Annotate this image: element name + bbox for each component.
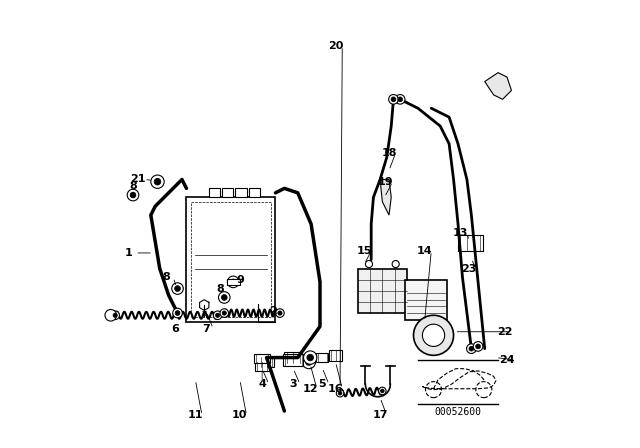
Bar bbox=[191, 202, 271, 318]
Circle shape bbox=[422, 324, 445, 346]
Circle shape bbox=[173, 308, 182, 318]
Circle shape bbox=[220, 309, 228, 317]
Bar bbox=[186, 197, 275, 322]
Circle shape bbox=[227, 276, 239, 288]
Text: 17: 17 bbox=[372, 410, 388, 420]
Circle shape bbox=[476, 344, 481, 349]
Circle shape bbox=[105, 310, 116, 321]
Text: 3: 3 bbox=[289, 379, 297, 389]
Bar bbox=[259, 357, 275, 367]
Polygon shape bbox=[380, 180, 391, 215]
Circle shape bbox=[388, 95, 398, 104]
Bar bbox=[329, 350, 342, 361]
Circle shape bbox=[302, 355, 316, 369]
Circle shape bbox=[303, 351, 317, 364]
Circle shape bbox=[336, 389, 344, 397]
Text: 14: 14 bbox=[417, 246, 433, 256]
Circle shape bbox=[221, 295, 227, 300]
Circle shape bbox=[397, 97, 403, 102]
Circle shape bbox=[127, 189, 139, 201]
Text: 10: 10 bbox=[232, 410, 248, 420]
Circle shape bbox=[230, 279, 236, 285]
Bar bbox=[284, 353, 303, 366]
Circle shape bbox=[111, 311, 120, 319]
Text: 16: 16 bbox=[328, 384, 344, 394]
Circle shape bbox=[175, 286, 180, 292]
Bar bbox=[358, 268, 407, 313]
Bar bbox=[255, 362, 269, 371]
Text: 21: 21 bbox=[130, 174, 145, 185]
Circle shape bbox=[379, 387, 386, 395]
Circle shape bbox=[151, 175, 164, 188]
Text: 12: 12 bbox=[303, 384, 318, 394]
Bar bbox=[458, 235, 483, 251]
Text: 5: 5 bbox=[319, 379, 326, 389]
Bar bbox=[209, 188, 220, 197]
Circle shape bbox=[467, 344, 476, 353]
Circle shape bbox=[222, 311, 227, 315]
Text: 23: 23 bbox=[461, 263, 477, 274]
Bar bbox=[284, 352, 302, 363]
Circle shape bbox=[396, 95, 405, 104]
Circle shape bbox=[338, 391, 342, 395]
Text: 18: 18 bbox=[381, 148, 397, 158]
Circle shape bbox=[154, 178, 161, 185]
Circle shape bbox=[413, 315, 454, 355]
Text: 6: 6 bbox=[172, 323, 179, 334]
Bar bbox=[316, 353, 328, 362]
Text: 13: 13 bbox=[452, 228, 468, 238]
Polygon shape bbox=[484, 73, 511, 99]
Circle shape bbox=[216, 313, 220, 317]
Circle shape bbox=[392, 260, 399, 267]
Text: 22: 22 bbox=[497, 327, 513, 337]
Circle shape bbox=[276, 309, 284, 317]
Circle shape bbox=[380, 389, 384, 393]
Circle shape bbox=[391, 97, 396, 102]
Circle shape bbox=[113, 313, 117, 317]
Circle shape bbox=[172, 283, 183, 294]
Text: 00052600: 00052600 bbox=[435, 407, 481, 418]
Circle shape bbox=[307, 354, 314, 361]
Circle shape bbox=[305, 359, 312, 366]
Bar bbox=[236, 188, 246, 197]
Text: 20: 20 bbox=[328, 41, 343, 51]
Text: 11: 11 bbox=[188, 410, 203, 420]
Text: 8: 8 bbox=[129, 181, 137, 191]
Bar bbox=[222, 188, 233, 197]
Text: 15: 15 bbox=[357, 246, 372, 256]
Circle shape bbox=[218, 292, 230, 303]
Circle shape bbox=[175, 310, 180, 315]
Circle shape bbox=[365, 260, 372, 267]
Text: 1: 1 bbox=[125, 248, 132, 258]
Bar bbox=[254, 353, 270, 363]
Circle shape bbox=[469, 346, 474, 351]
Text: 9: 9 bbox=[236, 275, 244, 284]
Bar bbox=[227, 279, 240, 285]
Bar bbox=[249, 188, 260, 197]
Text: 19: 19 bbox=[378, 177, 394, 187]
Polygon shape bbox=[200, 300, 209, 310]
Text: 8: 8 bbox=[216, 284, 224, 293]
Circle shape bbox=[213, 311, 222, 319]
Circle shape bbox=[278, 311, 282, 315]
Text: 8: 8 bbox=[163, 272, 170, 282]
Text: 2: 2 bbox=[269, 306, 277, 316]
Text: 7: 7 bbox=[203, 323, 211, 334]
Circle shape bbox=[473, 342, 483, 351]
Text: 24: 24 bbox=[499, 355, 515, 365]
Circle shape bbox=[130, 192, 136, 198]
Text: 4: 4 bbox=[258, 379, 266, 389]
Bar bbox=[404, 280, 447, 320]
